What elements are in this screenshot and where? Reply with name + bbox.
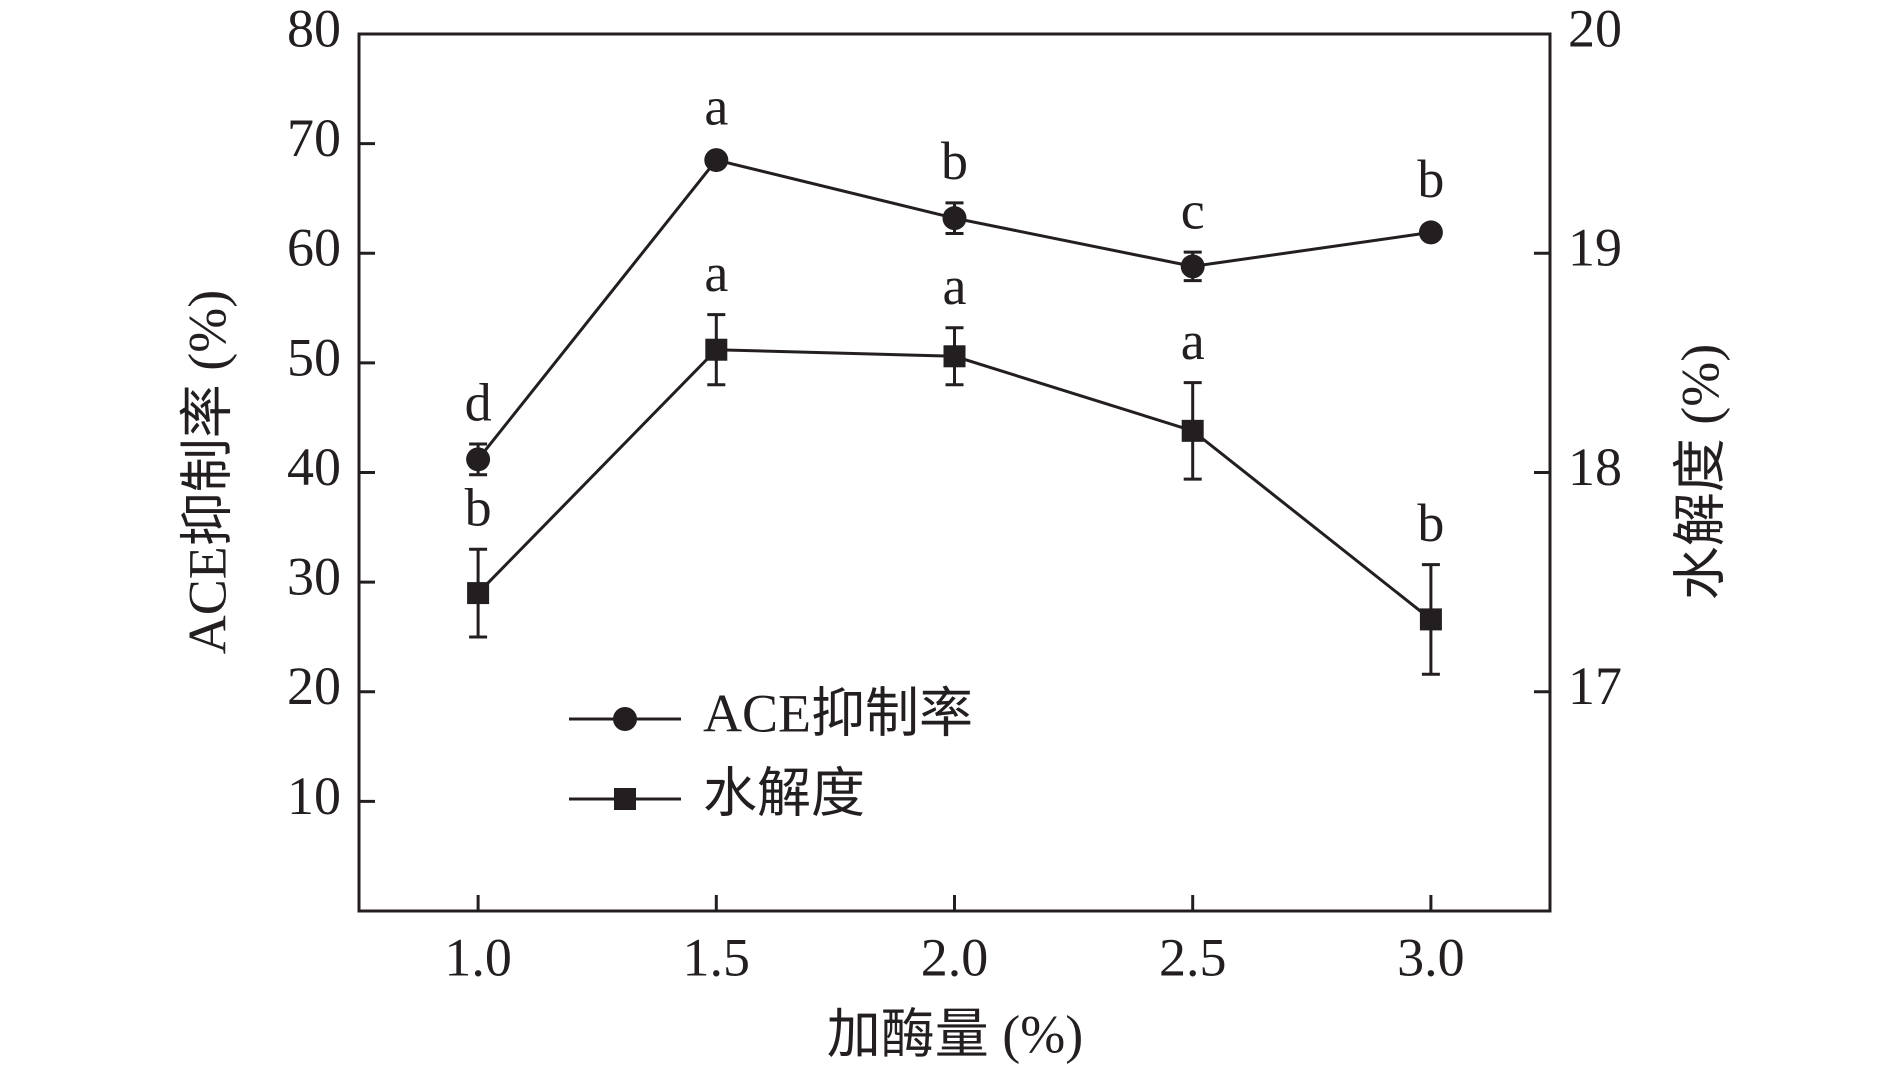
significance-label: b	[1417, 149, 1444, 209]
significance-label: a	[704, 243, 728, 303]
x-axis-label: 加酶量 (%)	[827, 1004, 1083, 1064]
significance-label: b	[465, 478, 492, 538]
point	[1418, 220, 1443, 245]
y-tick-label: 10	[287, 766, 341, 826]
point	[704, 148, 729, 173]
point	[1180, 254, 1205, 279]
x-tick-label: 1.5	[683, 927, 751, 987]
point	[705, 338, 728, 361]
y2-tick-label: 17	[1568, 656, 1622, 716]
significance-label: d	[465, 372, 492, 432]
y2-tick-label: 18	[1568, 437, 1622, 497]
legend-marker	[614, 788, 636, 810]
significance-label: b	[1417, 493, 1444, 553]
y-tick-label: 50	[287, 327, 341, 387]
x-tick-label: 2.5	[1159, 927, 1227, 987]
point	[1419, 608, 1442, 631]
x-tick-label: 2.0	[921, 927, 989, 987]
y2-tick-label: 19	[1568, 218, 1622, 278]
significance-label: c	[1181, 181, 1205, 241]
y2-tick-label: 20	[1568, 0, 1622, 58]
series-line	[477, 348, 1432, 621]
y2-axis-label: 水解度 (%)	[1670, 344, 1730, 600]
y-tick-label: 80	[287, 0, 341, 58]
significance-label: a	[1181, 311, 1205, 371]
y-tick-label: 40	[287, 437, 341, 497]
significance-label: b	[941, 131, 968, 191]
point	[466, 447, 491, 472]
point	[942, 206, 967, 231]
significance-label: a	[943, 256, 967, 316]
legend-label: 水解度	[703, 763, 865, 823]
legend-marker	[613, 707, 637, 731]
significance-label: a	[704, 76, 728, 136]
y-tick-label: 60	[287, 218, 341, 278]
point	[467, 582, 490, 605]
point	[943, 345, 966, 368]
y-tick-label: 30	[287, 547, 341, 607]
y-axis-label: ACE抑制率 (%)	[177, 290, 237, 654]
x-tick-label: 3.0	[1397, 927, 1465, 987]
point	[1181, 419, 1204, 442]
x-tick-label: 1.0	[444, 927, 512, 987]
legend-label: ACE抑制率	[703, 683, 973, 743]
y-tick-label: 20	[287, 656, 341, 716]
y-tick-label: 70	[287, 108, 341, 168]
